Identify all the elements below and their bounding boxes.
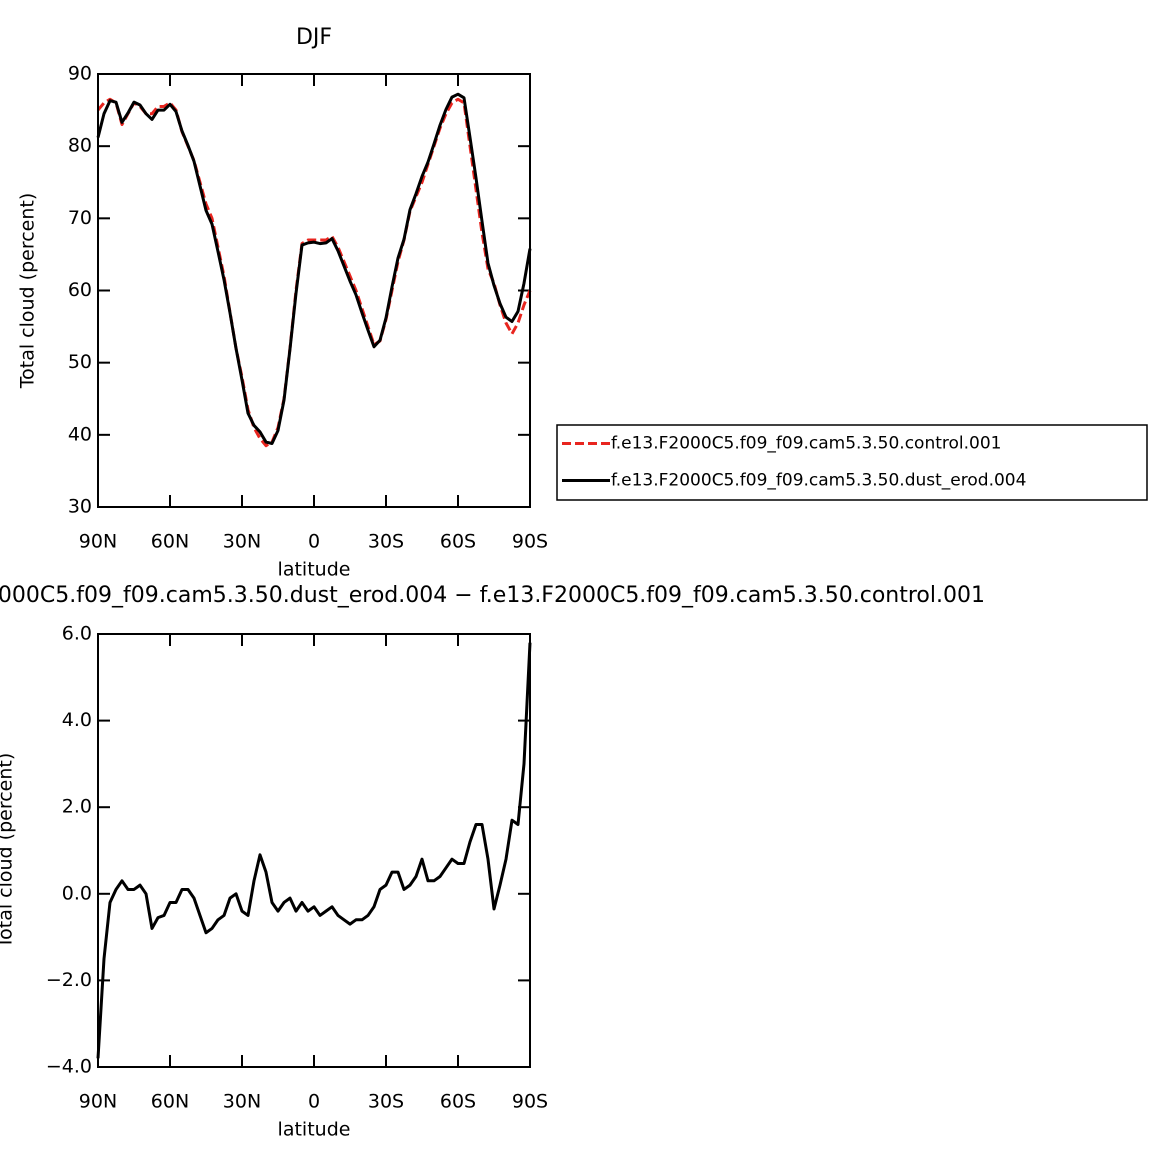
y-tick-label: −4.0 — [46, 1056, 92, 1078]
y-axis-label: Total cloud (percent) — [17, 193, 39, 390]
x-tick-label: 90N — [79, 531, 117, 553]
x-tick-label: 60S — [440, 531, 476, 553]
y-tick-label: 80 — [68, 135, 92, 157]
legend-text: f.e13.F2000C5.f09_f09.cam5.3.50.control.… — [611, 434, 1002, 454]
data-line — [96, 642, 532, 1059]
x-axis-label: latitude — [278, 559, 351, 581]
x-tick-label: 30S — [368, 1091, 404, 1113]
y-tick-label: 60 — [68, 279, 92, 301]
legend-box — [556, 424, 1148, 501]
plot-frame — [97, 633, 531, 1068]
x-tick-label: 60N — [151, 531, 189, 553]
y-tick-label: 50 — [68, 351, 92, 373]
y-tick-label: 30 — [68, 496, 92, 518]
x-tick-label: 90N — [79, 1091, 117, 1113]
y-tick-label: 70 — [68, 207, 92, 229]
x-tick-label: 90S — [512, 1091, 548, 1113]
y-tick-label: 40 — [68, 423, 92, 445]
x-tick-label: 0 — [308, 531, 320, 553]
y-tick-label: 4.0 — [62, 709, 92, 731]
x-tick-label: 60S — [440, 1091, 476, 1113]
legend-text: f.e13.F2000C5.f09_f09.cam5.3.50.dust_ero… — [611, 471, 1026, 491]
x-tick-label: 30N — [223, 531, 261, 553]
y-axis-label: Total cloud (percent) — [0, 753, 17, 950]
y-tick-label: 90 — [68, 63, 92, 85]
chart-title: f.e13.F2000C5.f09_f09.cam5.3.50.dust_ero… — [0, 583, 985, 608]
chart-title: DJF — [296, 25, 332, 50]
x-tick-label: 30N — [223, 1091, 261, 1113]
x-tick-label: 90S — [512, 531, 548, 553]
x-tick-label: 0 — [308, 1091, 320, 1113]
data-line — [96, 92, 532, 445]
y-tick-label: 2.0 — [62, 796, 92, 818]
x-axis-label: latitude — [278, 1119, 351, 1141]
y-tick-label: −2.0 — [46, 969, 92, 991]
x-tick-label: 30S — [368, 531, 404, 553]
plot-frame — [97, 73, 531, 508]
x-tick-label: 60N — [151, 1091, 189, 1113]
data-line — [96, 97, 532, 448]
y-tick-label: 0.0 — [62, 882, 92, 904]
y-tick-label: 6.0 — [62, 623, 92, 645]
